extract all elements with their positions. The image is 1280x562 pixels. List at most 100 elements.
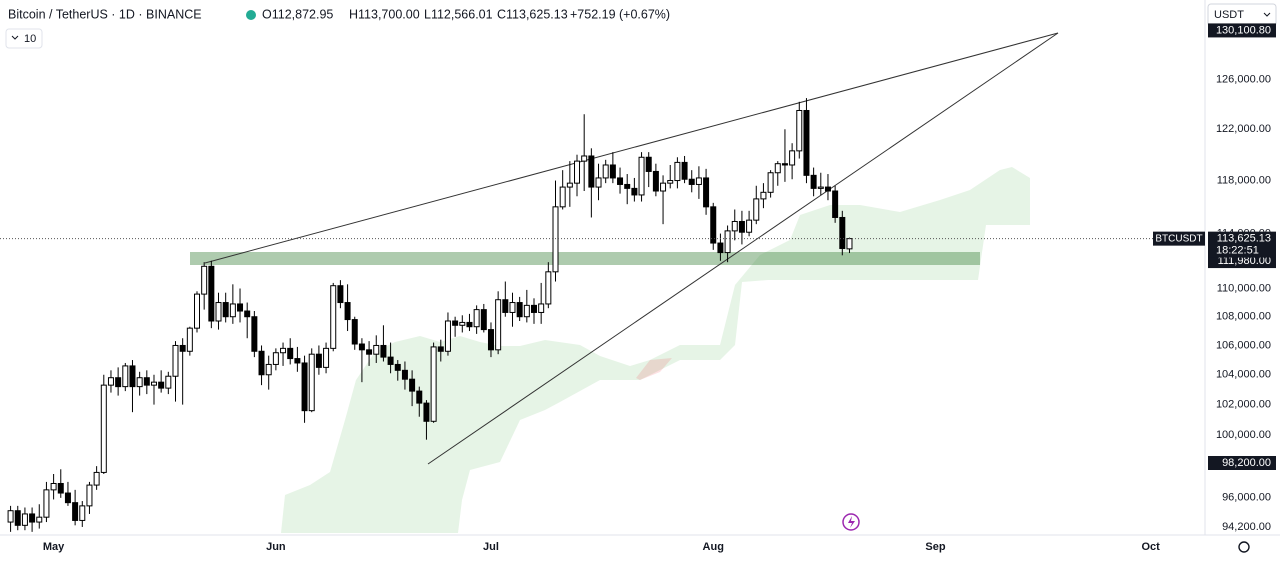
- candle-body: [79, 505, 86, 521]
- candle-body: [617, 177, 624, 185]
- candle-body: [373, 344, 380, 355]
- candle-body: [280, 347, 287, 354]
- candle-body: [703, 177, 710, 208]
- price-label: 111,980.00: [1218, 255, 1271, 267]
- candle-body: [344, 302, 351, 321]
- candle-body: [502, 299, 509, 313]
- candle-body: [667, 180, 674, 184]
- x-tick-label: Aug: [703, 541, 724, 553]
- candle-body: [251, 316, 258, 352]
- y-tick-label: 102,000.00: [1216, 399, 1271, 411]
- candle-body: [466, 321, 473, 328]
- candle-body: [308, 353, 315, 412]
- symbol-tag-box: [1153, 231, 1205, 246]
- candle-body: [631, 187, 638, 196]
- candle-body: [165, 375, 172, 389]
- currency-label: USDT: [1214, 9, 1244, 21]
- x-tick-label: May: [43, 541, 65, 553]
- candle-body: [201, 265, 208, 295]
- settings-icon[interactable]: [1238, 541, 1250, 553]
- candle-body: [602, 164, 609, 179]
- candle-body: [330, 285, 337, 349]
- candle-body: [129, 365, 136, 388]
- chevron-icon: [11, 35, 19, 40]
- candle-body: [194, 293, 201, 329]
- candle-body: [136, 377, 143, 388]
- symbol-tag: BTCUSDT: [1155, 233, 1202, 244]
- price-label-box: [1208, 455, 1276, 470]
- candle-body: [588, 155, 595, 188]
- candle-body: [416, 390, 423, 404]
- candle-body: [222, 302, 229, 318]
- symbol-title: Bitcoin / TetherUS · 1D · BINANCE: [8, 7, 202, 21]
- y-tick-label: 100,000.00: [1216, 429, 1271, 441]
- indicators-toggle[interactable]: [5, 28, 43, 49]
- candle-body: [50, 482, 57, 491]
- price-label-box: [1208, 23, 1276, 38]
- candle-body: [294, 358, 301, 364]
- candle-body: [559, 186, 566, 208]
- candle-body: [244, 310, 251, 318]
- status-dot: [246, 10, 256, 20]
- candle-body: [731, 220, 738, 232]
- candle-body: [143, 377, 150, 386]
- event-icon[interactable]: [842, 513, 860, 531]
- candle-body: [351, 319, 358, 345]
- candle-body: [186, 327, 193, 352]
- ohlc-close: C113,625.13: [497, 7, 568, 21]
- candle-body: [473, 309, 480, 328]
- candle-body: [817, 186, 824, 189]
- candle-body: [29, 513, 36, 523]
- candle-body: [545, 271, 552, 305]
- candle-body: [86, 484, 93, 507]
- chevron-icon: [1263, 12, 1271, 17]
- candle-body: [179, 344, 186, 352]
- candle-body: [574, 160, 581, 184]
- candle-body: [695, 177, 702, 185]
- wedge-lower: [427, 32, 1059, 465]
- candle-body: [581, 155, 588, 162]
- candle-body: [401, 369, 408, 380]
- candle-body: [394, 363, 401, 371]
- candle-body: [810, 174, 817, 189]
- candle-body: [215, 302, 222, 322]
- support-zone: [190, 252, 980, 265]
- candle-body: [229, 303, 236, 318]
- candle-body: [523, 304, 530, 318]
- candle-body: [717, 242, 724, 254]
- candle-body: [609, 164, 616, 179]
- candle-body: [710, 206, 717, 244]
- y-tick-label: 106,000.00: [1216, 339, 1271, 351]
- candle-body: [100, 384, 107, 473]
- candle-body: [781, 163, 788, 166]
- x-tick-label: Sep: [925, 541, 945, 553]
- price-label: 130,100.80: [1216, 24, 1271, 36]
- candle-body: [509, 302, 516, 313]
- candle-body: [265, 363, 272, 376]
- candle-body: [681, 161, 688, 180]
- candle-body: [487, 329, 494, 351]
- candle-body: [645, 156, 652, 172]
- candle-body: [803, 109, 810, 176]
- y-tick-label: 110,000.00: [1217, 282, 1271, 294]
- candle-body: [430, 346, 437, 422]
- candle-body: [437, 346, 444, 352]
- candle-body: [323, 347, 330, 368]
- candle-body: [452, 320, 459, 326]
- y-tick-label: 94,200.00: [1222, 521, 1271, 533]
- candle-body: [796, 109, 803, 152]
- candle-body: [444, 320, 451, 352]
- candle-body: [832, 190, 839, 218]
- candle-body: [516, 302, 523, 318]
- candle-body: [93, 471, 100, 486]
- candle-body: [272, 352, 279, 365]
- candle-body: [530, 304, 537, 313]
- candle-body: [301, 362, 308, 412]
- candle-body: [824, 186, 831, 192]
- candle-body: [423, 402, 430, 422]
- ichimoku-cloud: [281, 167, 1030, 533]
- indicators-count: 10: [24, 33, 36, 45]
- y-tick-label: 126,000.00: [1216, 74, 1271, 86]
